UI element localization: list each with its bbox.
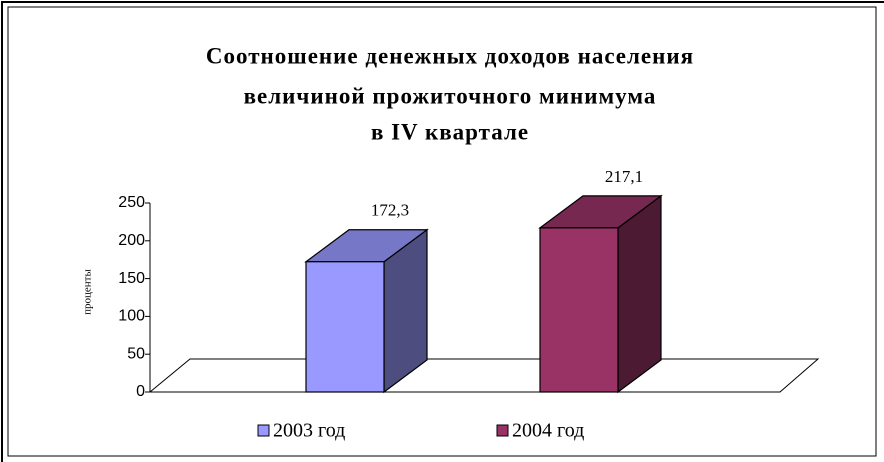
y-tick-label: 0: [136, 383, 145, 400]
y-tick-label: 200: [118, 232, 145, 249]
y-tick-label: 150: [118, 270, 145, 287]
bar: [305, 261, 385, 393]
y-axis-label: проценты: [82, 269, 94, 315]
y-tick-label: 100: [118, 308, 145, 325]
bar-side: [617, 194, 662, 394]
y-tick-label: 250: [118, 194, 145, 211]
chart-title: Соотношение денежных доходов населения: [206, 43, 694, 68]
title: Соотношение денежных доходов населения: [206, 43, 694, 68]
chart-title: в IV квартале: [371, 119, 529, 144]
chart-title: величиной прожиточного минимума: [244, 83, 657, 108]
legend-swatch: [257, 424, 270, 437]
data-label: 172,3: [371, 201, 409, 220]
bar: [539, 227, 619, 393]
legend-label: 2003 год: [273, 420, 345, 442]
y-tick-label: 50: [127, 345, 145, 362]
inner-frame: [7, 6, 877, 457]
data-label: 217,1: [605, 167, 643, 186]
legend-swatch: [496, 424, 509, 437]
floor: [148, 358, 820, 393]
legend-label: 2004 год: [512, 420, 584, 442]
